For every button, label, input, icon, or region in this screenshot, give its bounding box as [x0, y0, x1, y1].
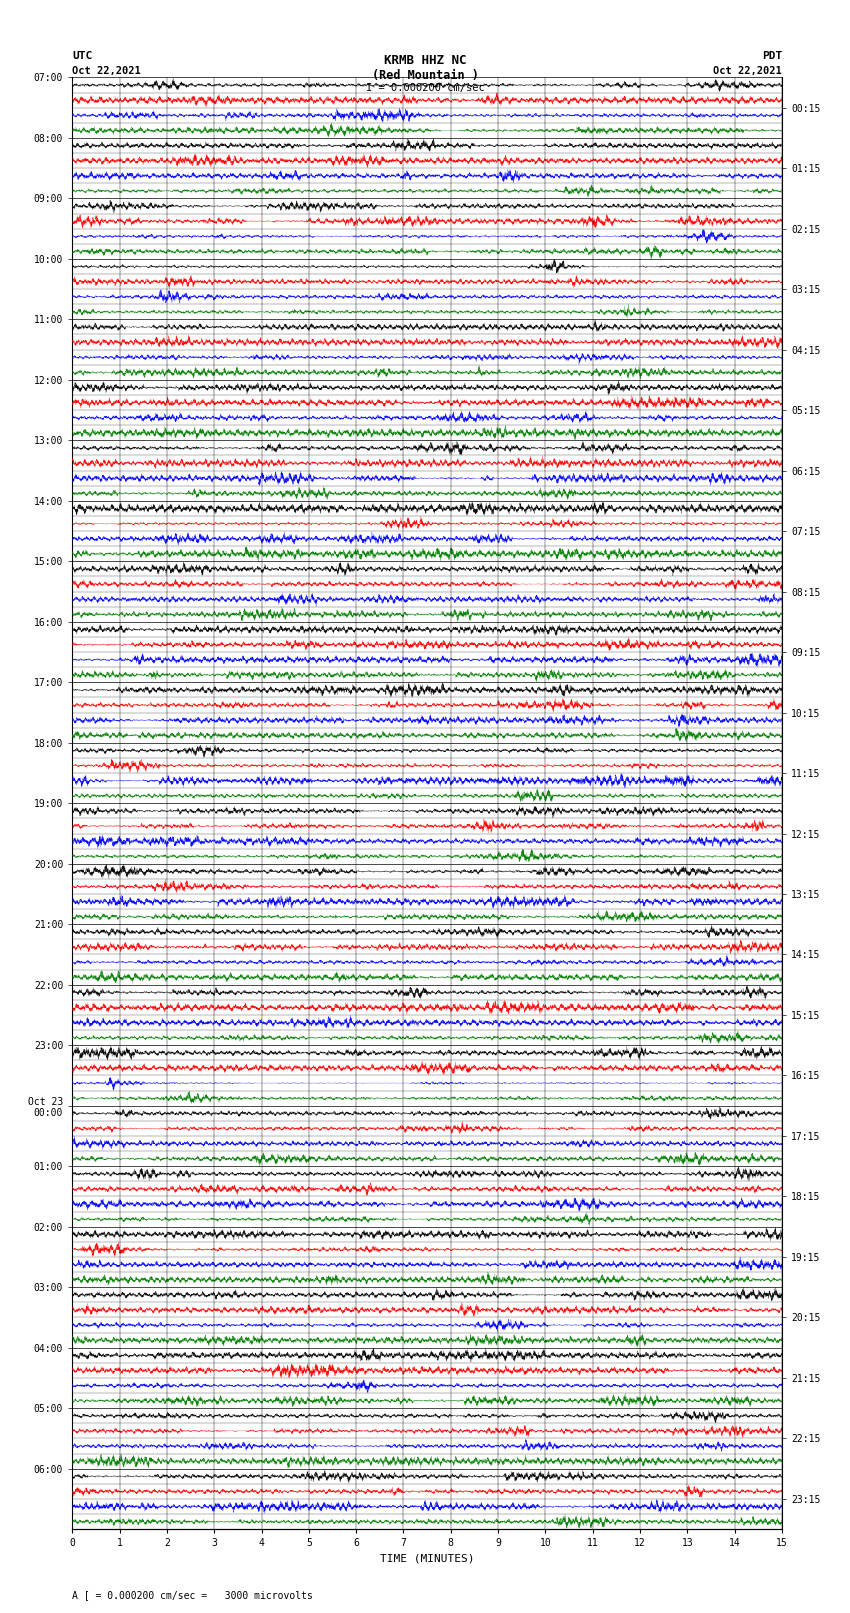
X-axis label: TIME (MINUTES): TIME (MINUTES) — [380, 1553, 474, 1563]
Text: (Red Mountain ): (Red Mountain ) — [371, 69, 479, 82]
Text: UTC: UTC — [72, 50, 93, 61]
Text: A [ = 0.000200 cm/sec =   3000 microvolts: A [ = 0.000200 cm/sec = 3000 microvolts — [72, 1590, 313, 1600]
Text: PDT: PDT — [762, 50, 782, 61]
Text: Oct 22,2021: Oct 22,2021 — [72, 66, 141, 76]
Text: Oct 22,2021: Oct 22,2021 — [713, 66, 782, 76]
Text: I = 0.000200 cm/sec: I = 0.000200 cm/sec — [366, 82, 484, 92]
Text: KRMB HHZ NC: KRMB HHZ NC — [383, 53, 467, 68]
